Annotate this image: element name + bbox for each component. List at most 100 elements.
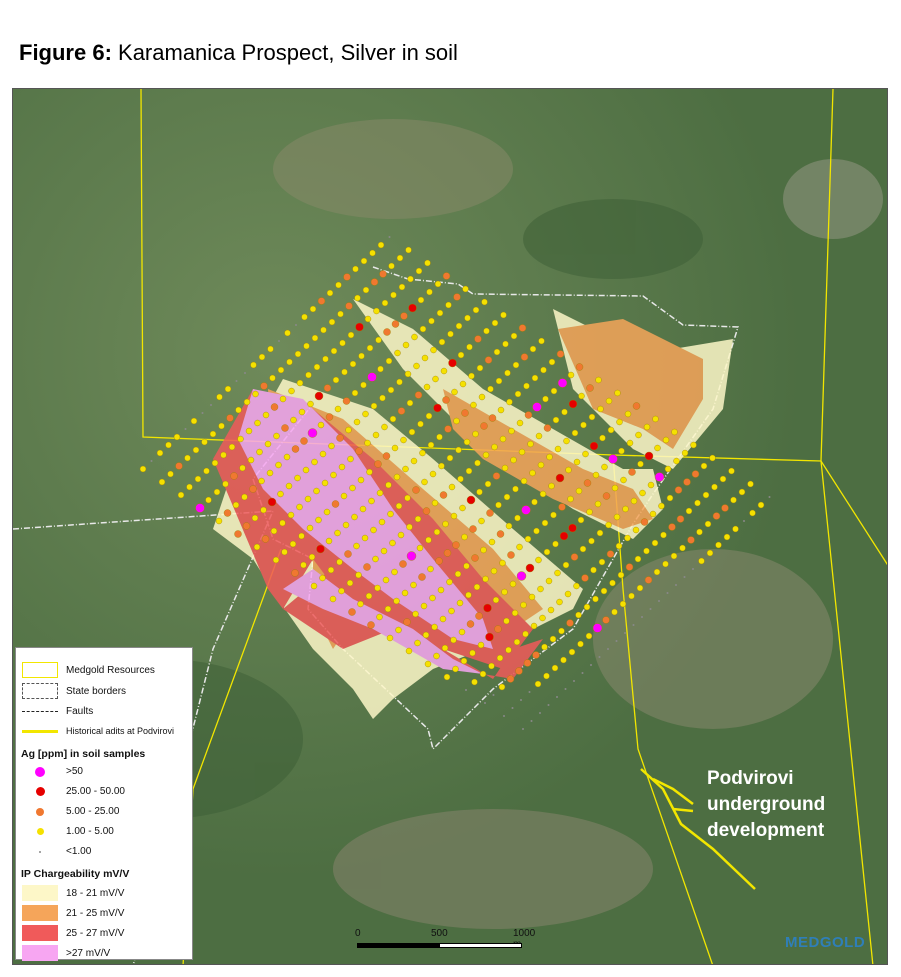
sample-point [442,520,449,528]
sample-point [507,551,515,559]
sample-point [681,449,689,457]
sample-point [540,366,547,374]
sample-point [535,556,542,564]
sample-point [554,569,561,577]
legend-label: 5.00 - 25.00 [66,806,120,817]
sample-point [573,680,575,682]
yellow-box-swatch [22,662,58,678]
sample-point [445,301,452,309]
sample-point [679,544,686,552]
sample-point [675,584,677,586]
sample-point [634,555,642,563]
sample-point [203,467,210,475]
sample-point [605,521,612,529]
sample-point [542,395,549,403]
sample-point [495,377,503,385]
sample-point [416,544,424,552]
sample-point [323,508,331,516]
terrain-patches [23,119,883,929]
legend-label: <1.00 [66,846,92,857]
sample-point [290,416,297,424]
sample-point [632,402,641,410]
sample-point [643,547,650,555]
sample-point [437,586,445,594]
sample-point [458,628,466,636]
sample-point [382,576,390,584]
sample-point [565,466,572,474]
sample-point [556,350,565,358]
sample-point [529,469,536,477]
sample-point [518,448,526,456]
sample-point [279,519,286,527]
scale-bar: 0 500 1000 m [355,928,535,953]
sample-point [328,318,336,326]
sample-point [614,389,621,397]
legend-ag-gt50: >50 [16,766,83,777]
sample-point [550,387,558,395]
sample-point [349,484,356,492]
sample-point [543,672,550,680]
sample-point [511,609,519,617]
sample-point [619,600,627,608]
sample-point [757,501,765,509]
sample-point [530,720,533,722]
sample-point [411,333,418,341]
sample-point [205,496,212,504]
sample-point [495,501,502,509]
sample-point [649,510,657,518]
sample-point [503,715,505,717]
map-legend: Medgold Resources State borders Faults H… [15,647,193,961]
sample-point [670,552,678,560]
sample-point [226,414,234,422]
sample-point [472,306,480,314]
sample-point [261,535,270,543]
sample-point [362,410,369,418]
sample-point [201,412,204,414]
sample-point [364,439,371,447]
legend-ag-lt1: <1.00 [16,846,91,857]
sample-point [554,445,562,453]
sample-point [462,285,469,293]
sample-point [241,493,248,501]
sample-point [365,592,373,600]
sample-point [352,265,359,273]
sample-point [396,254,404,262]
sample-point [400,312,408,320]
sample-point [413,362,420,370]
legend-ag-25-50: 25.00 - 50.00 [16,786,125,797]
sample-point [441,644,449,652]
scale-bar-black [357,943,440,948]
sample-point [501,464,509,472]
sample-point [586,508,593,516]
sample-point [483,603,492,613]
sample-point [585,632,593,640]
sample-point [683,576,686,578]
sample-point [479,670,487,678]
sample-point [428,317,435,325]
sample-point [291,445,300,453]
sample-point [508,427,515,435]
sample-point [512,361,520,369]
sample-point [597,405,604,413]
sample-point [592,471,600,479]
sample-point [367,372,377,382]
sample-point [417,420,424,428]
sample-point [532,651,540,659]
sample-point [336,558,343,566]
sample-point [505,646,512,654]
sample-point [522,728,524,730]
sample-point [384,605,392,613]
sample-point [337,310,344,318]
sample-point [466,343,473,351]
sample-point [537,461,545,469]
sample-point [711,483,718,491]
annotation-line: Podvirovi [707,768,794,789]
sample-point [360,381,367,389]
sample-point [398,283,406,291]
sample-point [538,337,545,345]
sample-point [443,673,451,681]
sample-point [270,403,279,411]
sample-point [482,575,489,583]
sample-point [167,470,174,478]
sample-point [618,447,625,455]
